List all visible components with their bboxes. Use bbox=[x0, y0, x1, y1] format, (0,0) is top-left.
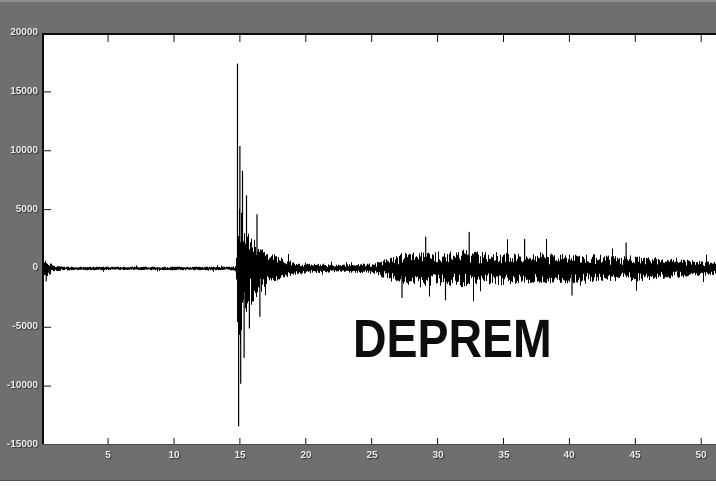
bottom-white-strip bbox=[0, 481, 716, 486]
y-tick-label: -15000 bbox=[6, 439, 38, 450]
y-tick-label: 20000 bbox=[10, 27, 38, 38]
bottom-edge-line bbox=[0, 480, 716, 481]
x-tick-label: 40 bbox=[563, 450, 575, 461]
y-tick-label: -5000 bbox=[12, 321, 38, 332]
deprem-annotation: DEPREM bbox=[353, 309, 552, 369]
axis-tick-marks bbox=[44, 33, 702, 445]
x-tick-label: 45 bbox=[629, 450, 641, 461]
top-edge-highlight bbox=[0, 0, 716, 2]
x-tick-label: 20 bbox=[300, 450, 312, 461]
x-tick-label: 50 bbox=[695, 450, 707, 461]
x-tick-label: 10 bbox=[168, 450, 180, 461]
seismogram-waveform bbox=[42, 33, 716, 445]
y-tick-label: 10000 bbox=[10, 145, 38, 156]
x-tick-label: 15 bbox=[234, 450, 246, 461]
x-tick-label: 25 bbox=[366, 450, 378, 461]
x-tick-label: 35 bbox=[498, 450, 510, 461]
y-tick-label: 0 bbox=[32, 262, 38, 273]
plot-area bbox=[42, 33, 716, 445]
y-tick-label: 15000 bbox=[10, 86, 38, 97]
y-tick-label: 5000 bbox=[15, 204, 38, 215]
x-tick-label: 30 bbox=[432, 450, 444, 461]
waveform-spike-path bbox=[45, 63, 627, 427]
x-tick-label: 5 bbox=[105, 450, 111, 461]
y-tick-label: -10000 bbox=[6, 380, 38, 391]
